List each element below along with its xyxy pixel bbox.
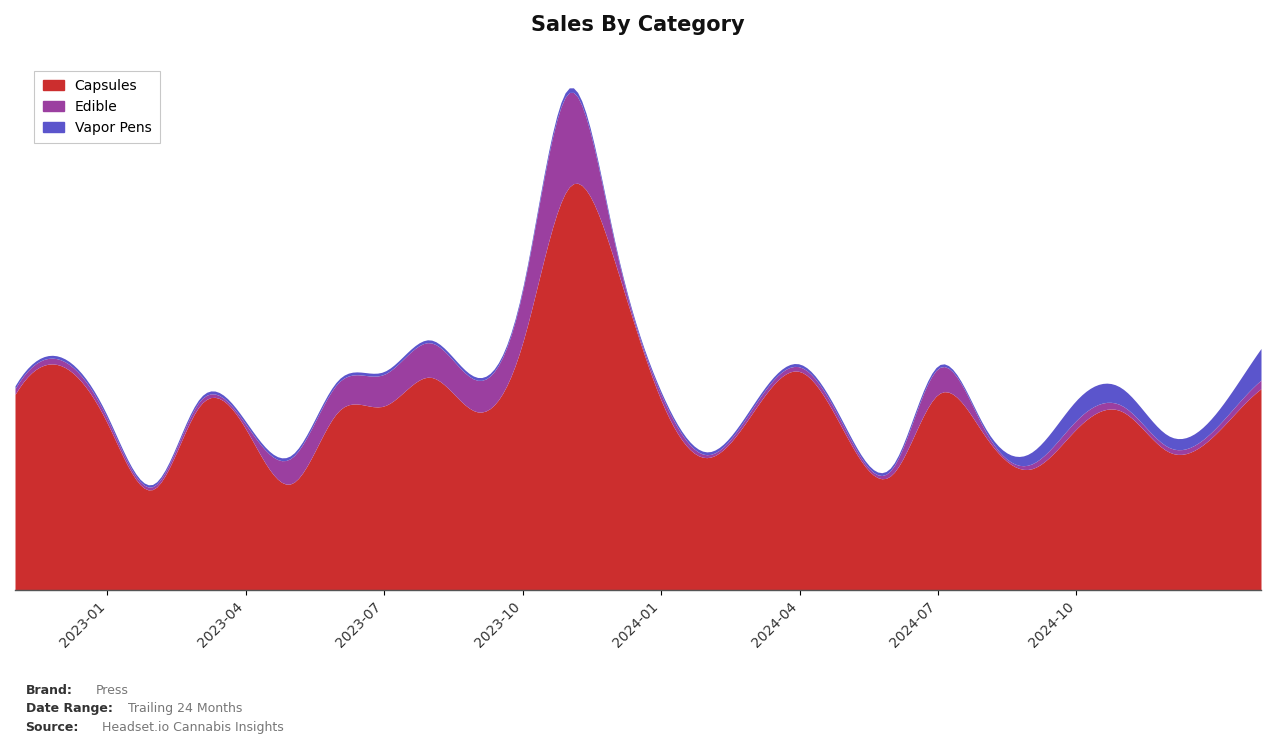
Text: Trailing 24 Months: Trailing 24 Months (128, 702, 242, 715)
Text: Date Range:: Date Range: (26, 702, 112, 715)
Text: Headset.io Cannabis Insights: Headset.io Cannabis Insights (102, 721, 283, 734)
Text: Press: Press (96, 684, 129, 697)
Legend: Capsules, Edible, Vapor Pens: Capsules, Edible, Vapor Pens (34, 71, 160, 143)
Title: Sales By Category: Sales By Category (531, 15, 745, 35)
Text: Brand:: Brand: (26, 684, 73, 697)
Text: Source:: Source: (26, 721, 79, 734)
